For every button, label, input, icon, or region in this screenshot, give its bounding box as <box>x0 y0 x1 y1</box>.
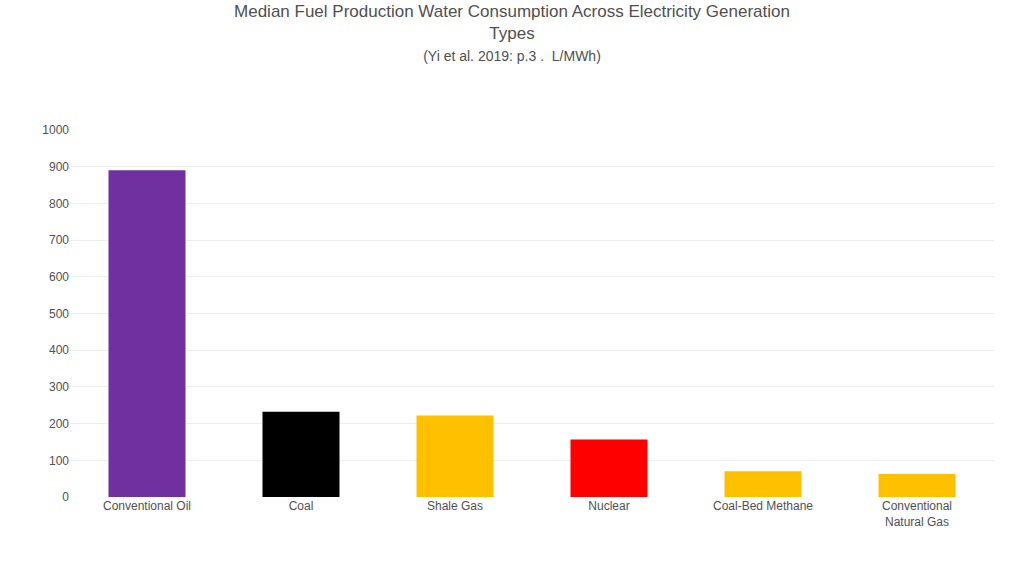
svg-text:400: 400 <box>49 343 69 357</box>
svg-text:1000: 1000 <box>42 123 69 137</box>
svg-text:Coal: Coal <box>289 499 314 513</box>
svg-text:100: 100 <box>49 454 69 468</box>
svg-text:300: 300 <box>49 380 69 394</box>
svg-text:Shale Gas: Shale Gas <box>427 499 483 513</box>
svg-text:ConventionalNatural Gas: ConventionalNatural Gas <box>882 499 952 529</box>
svg-text:600: 600 <box>49 270 69 284</box>
svg-text:800: 800 <box>49 197 69 211</box>
svg-text:200: 200 <box>49 417 69 431</box>
svg-text:Nuclear: Nuclear <box>588 499 629 513</box>
svg-text:Median Fuel Production Water C: Median Fuel Production Water Consumption… <box>234 2 790 64</box>
svg-text:Conventional Oil: Conventional Oil <box>103 499 191 513</box>
svg-text:0: 0 <box>62 490 69 504</box>
svg-text:700: 700 <box>49 233 69 247</box>
svg-text:500: 500 <box>49 307 69 321</box>
svg-text:900: 900 <box>49 160 69 174</box>
svg-text:Coal-Bed Methane: Coal-Bed Methane <box>713 499 813 513</box>
